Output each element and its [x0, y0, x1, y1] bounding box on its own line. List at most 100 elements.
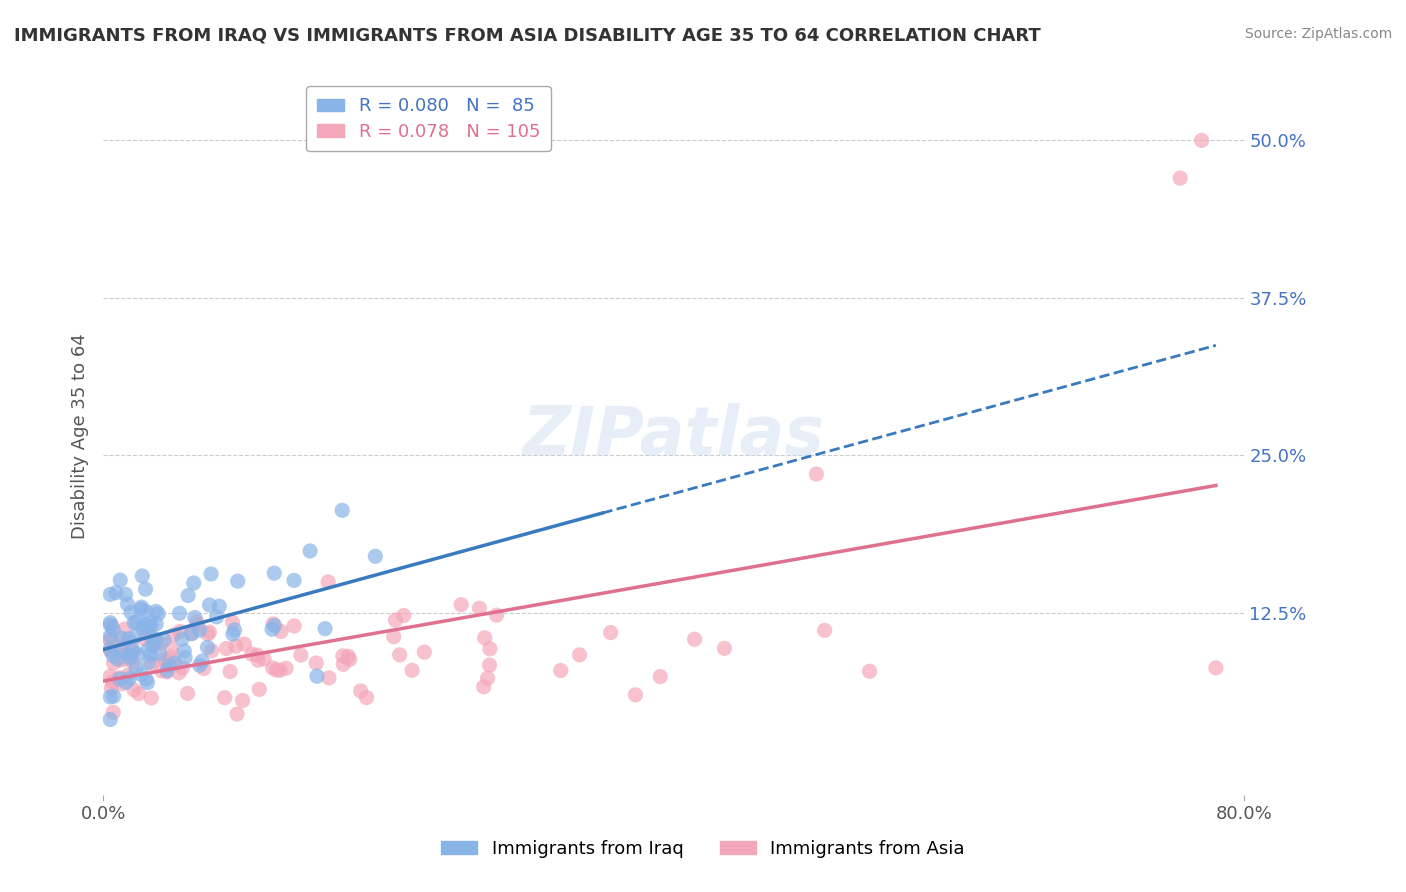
Immigrants from Asia: [108, 671, 131, 685]
Immigrants from Iraq: [142, 631, 165, 645]
Immigrants from Iraq: [188, 623, 211, 637]
Immigrants from Iraq: [226, 574, 249, 589]
Immigrants from Iraq: [122, 642, 145, 657]
Immigrants from Asia: [221, 615, 243, 630]
Immigrants from Iraq: [299, 544, 322, 558]
Immigrants from Asia: [167, 665, 190, 680]
Immigrants from Asia: [100, 681, 122, 695]
Immigrants from Asia: [382, 630, 405, 644]
Immigrants from Asia: [150, 636, 173, 650]
Immigrants from Iraq: [205, 610, 228, 624]
Immigrants from Asia: [318, 671, 340, 685]
Immigrants from Asia: [1191, 133, 1213, 147]
Immigrants from Iraq: [197, 640, 219, 655]
Immigrants from Asia: [253, 652, 276, 666]
Immigrants from Iraq: [136, 642, 159, 657]
Immigrants from Asia: [120, 644, 142, 658]
Immigrants from Asia: [122, 682, 145, 697]
Immigrants from Asia: [266, 663, 288, 677]
Immigrants from Asia: [290, 648, 312, 662]
Immigrants from Asia: [120, 642, 142, 657]
Immigrants from Asia: [215, 641, 238, 656]
Immigrants from Asia: [155, 655, 177, 669]
Immigrants from Asia: [197, 627, 219, 641]
Immigrants from Asia: [232, 693, 254, 707]
Immigrants from Asia: [160, 656, 183, 670]
Immigrants from Asia: [114, 622, 136, 636]
Immigrants from Iraq: [136, 621, 159, 635]
Immigrants from Iraq: [98, 713, 121, 727]
Immigrants from Iraq: [173, 644, 195, 658]
Immigrants from Iraq: [98, 587, 121, 601]
Immigrants from Asia: [485, 608, 508, 623]
Immigrants from Asia: [474, 631, 496, 645]
Immigrants from Asia: [101, 674, 124, 689]
Immigrants from Iraq: [135, 582, 157, 596]
Immigrants from Asia: [332, 648, 354, 663]
Immigrants from Iraq: [122, 615, 145, 630]
Immigrants from Iraq: [169, 606, 191, 620]
Immigrants from Iraq: [183, 576, 205, 591]
Immigrants from Asia: [246, 648, 269, 662]
Immigrants from Asia: [401, 663, 423, 677]
Immigrants from Asia: [225, 639, 247, 653]
Immigrants from Asia: [100, 644, 122, 658]
Immigrants from Iraq: [222, 627, 245, 641]
Immigrants from Asia: [176, 686, 198, 700]
Immigrants from Asia: [141, 657, 163, 671]
Immigrants from Asia: [683, 632, 706, 647]
Immigrants from Iraq: [111, 643, 134, 657]
Legend: Immigrants from Iraq, Immigrants from Asia: Immigrants from Iraq, Immigrants from As…: [434, 833, 972, 865]
Immigrants from Iraq: [141, 618, 163, 632]
Immigrants from Asia: [413, 645, 436, 659]
Immigrants from Asia: [156, 665, 179, 679]
Immigrants from Asia: [316, 574, 339, 589]
Immigrants from Asia: [160, 650, 183, 665]
Immigrants from Asia: [450, 598, 472, 612]
Immigrants from Asia: [122, 646, 145, 660]
Immigrants from Asia: [98, 633, 121, 648]
Immigrants from Asia: [599, 625, 621, 640]
Immigrants from Asia: [201, 644, 224, 658]
Immigrants from Iraq: [103, 690, 125, 704]
Immigrants from Asia: [120, 635, 142, 649]
Immigrants from Asia: [111, 644, 134, 658]
Immigrants from Iraq: [148, 607, 170, 621]
Immigrants from Asia: [122, 655, 145, 669]
Immigrants from Iraq: [152, 633, 174, 648]
Immigrants from Asia: [181, 626, 204, 640]
Y-axis label: Disability Age 35 to 64: Disability Age 35 to 64: [72, 334, 89, 539]
Immigrants from Iraq: [98, 690, 121, 704]
Immigrants from Asia: [101, 619, 124, 633]
Immigrants from Asia: [478, 641, 501, 656]
Immigrants from Asia: [152, 652, 174, 666]
Immigrants from Asia: [160, 642, 183, 657]
Immigrants from Asia: [219, 665, 242, 679]
Immigrants from Iraq: [129, 602, 152, 616]
Immigrants from Iraq: [145, 633, 167, 648]
Immigrants from Iraq: [177, 589, 200, 603]
Immigrants from Iraq: [131, 600, 153, 615]
Immigrants from Iraq: [101, 648, 124, 663]
Immigrants from Asia: [858, 665, 880, 679]
Immigrants from Iraq: [142, 639, 165, 653]
Immigrants from Asia: [356, 690, 378, 705]
Immigrants from Asia: [150, 664, 173, 678]
Immigrants from Iraq: [127, 648, 149, 662]
Immigrants from Asia: [139, 631, 162, 645]
Immigrants from Asia: [478, 658, 501, 673]
Immigrants from Iraq: [180, 626, 202, 640]
Immigrants from Asia: [162, 628, 184, 642]
Immigrants from Iraq: [174, 650, 197, 665]
Immigrants from Asia: [128, 687, 150, 701]
Immigrants from Asia: [112, 652, 135, 666]
Immigrants from Asia: [713, 641, 735, 656]
Immigrants from Iraq: [138, 656, 160, 670]
Immigrants from Iraq: [263, 566, 285, 581]
Immigrants from Iraq: [98, 615, 121, 630]
Immigrants from Asia: [269, 663, 291, 677]
Immigrants from Asia: [187, 617, 209, 632]
Immigrants from Asia: [169, 624, 191, 639]
Immigrants from Iraq: [135, 605, 157, 619]
Immigrants from Asia: [388, 648, 411, 662]
